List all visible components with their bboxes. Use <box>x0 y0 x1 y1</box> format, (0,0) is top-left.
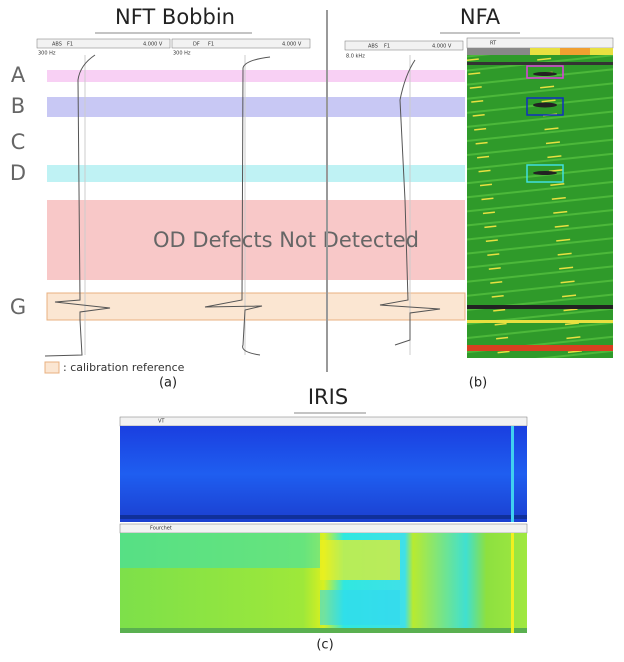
toolbar-text: DF <box>193 42 200 48</box>
nfa-image: RT <box>466 37 614 358</box>
row-label: B <box>11 94 25 118</box>
toolbar-text: 4.000 V <box>432 44 452 50</box>
row-label: G <box>10 295 26 319</box>
annotation: OD Defects Not Detected <box>153 228 419 252</box>
row-label: C <box>11 130 26 154</box>
legend-swatch <box>44 361 60 374</box>
caption: (b) <box>469 376 487 391</box>
toolbar <box>344 40 464 51</box>
toolbar-text: 4.000 V <box>143 42 163 48</box>
toolbar-text: 4.000 V <box>282 42 302 48</box>
signal-traces <box>44 54 441 357</box>
toolbar-text: F1 <box>208 42 214 48</box>
panel-title: NFA <box>460 5 501 29</box>
toolbar-text: VT <box>158 419 165 425</box>
toolbar-text: F1 <box>67 42 73 48</box>
iris-image: VT Fourchet <box>119 416 528 633</box>
toolbar-text: 8.0 kHz <box>346 54 365 60</box>
row-label: D <box>10 161 26 185</box>
panel-title: NFT Bobbin <box>115 5 235 29</box>
toolbar-text: Fourchet <box>150 526 172 532</box>
caption: (a) <box>159 376 177 391</box>
toolbar-text: RT <box>490 41 497 47</box>
bands <box>46 70 466 321</box>
toolbar-text: F1 <box>384 44 390 50</box>
toolbar-text: ABS <box>368 44 378 50</box>
caption: (c) <box>316 638 333 653</box>
legend-text: : calibration reference <box>63 361 185 374</box>
toolbar: ABS F1 4.000 V DF F1 4.000 V 300 Hz 300 … <box>36 38 311 57</box>
row-label: A <box>11 63 26 87</box>
toolbar-text: 300 Hz <box>173 51 191 57</box>
panel-title: IRIS <box>308 385 348 409</box>
toolbar-text: 300 Hz <box>38 51 56 57</box>
toolbar-text: ABS <box>52 42 62 48</box>
